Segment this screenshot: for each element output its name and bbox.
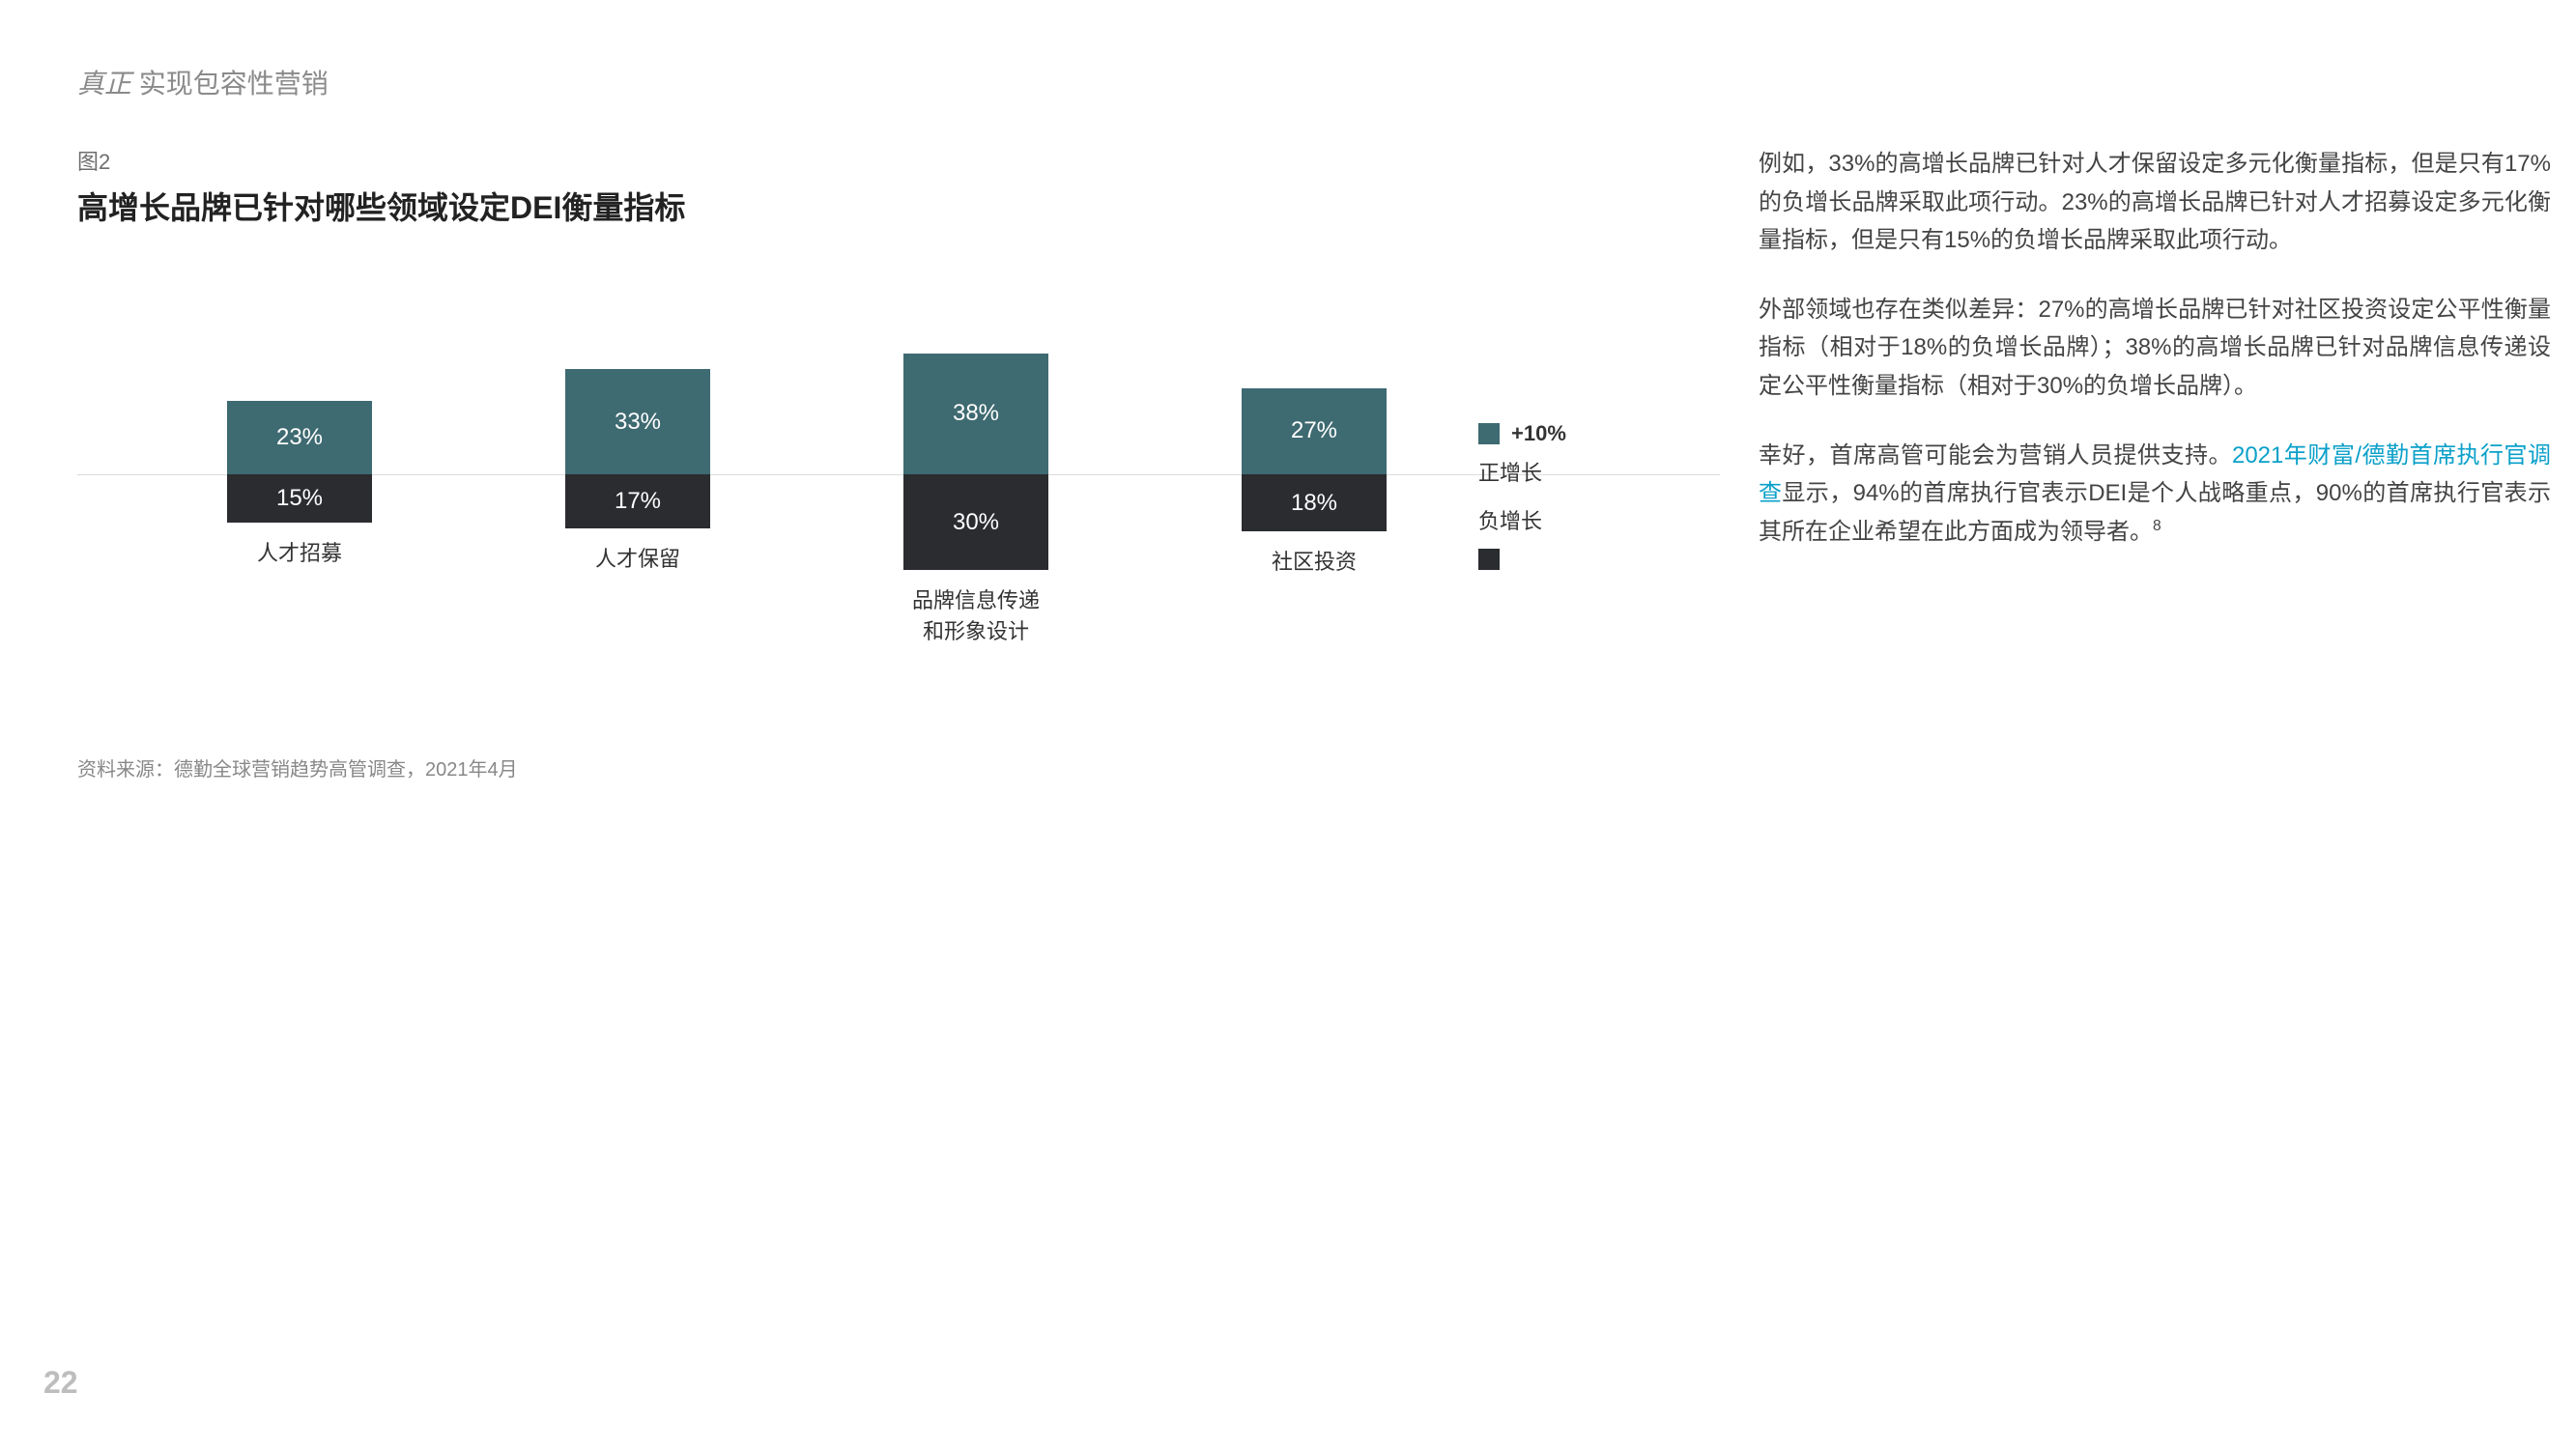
bar-negative: 18% xyxy=(1242,474,1387,531)
figure-source: 资料来源：德勤全球营销趋势高管调查，2021年4月 xyxy=(77,753,518,781)
category-label: 人才招募 xyxy=(193,536,406,567)
p3-prefix: 幸好，首席高管可能会为营销人员提供支持。 xyxy=(1759,442,2232,469)
bar-positive: 23% xyxy=(227,401,372,474)
category-label: 品牌信息传递和形象设计 xyxy=(870,583,1082,645)
header-italic: 真正 xyxy=(77,69,131,99)
figure-label: 图2 xyxy=(77,145,1739,176)
bar-negative: 15% xyxy=(227,474,372,523)
page-number: 22 xyxy=(43,1365,78,1401)
paragraph-1: 例如，33%的高增长品牌已针对人才保留设定多元化衡量指标，但是只有17%的负增长… xyxy=(1759,145,2551,260)
paragraph-2: 外部领域也存在类似差异：27%的高增长品牌已针对社区投资设定公平性衡量指标（相对… xyxy=(1759,291,2551,406)
bar-positive: 27% xyxy=(1242,388,1387,474)
legend-row-negative xyxy=(1478,549,1720,570)
legend-row-positive: +10% xyxy=(1478,421,1720,446)
legend-swatch-positive xyxy=(1478,423,1500,444)
footnote-ref: 8 xyxy=(2153,518,2161,534)
bar-positive: 38% xyxy=(903,354,1048,474)
chart-container: 23%15% 人才招募 33%17% 人才保留 38%30% 品牌信息传递和形象设计 27%… xyxy=(77,257,1739,759)
legend-label-negative: 负增长 xyxy=(1478,504,1720,535)
legend-label-positive: 正增长 xyxy=(1478,456,1720,487)
legend-delta: +10% xyxy=(1511,421,1566,446)
category-label: 社区投资 xyxy=(1208,545,1420,576)
body-text-column: 例如，33%的高增长品牌已针对人才保留设定多元化衡量指标，但是只有17%的负增长… xyxy=(1759,145,2551,582)
bar-negative: 30% xyxy=(903,474,1048,570)
bar-positive: 33% xyxy=(565,369,710,474)
category-label: 人才保留 xyxy=(531,542,744,573)
figure-column: 图2 高增长品牌已针对哪些领域设定DEI衡量指标 23%15% 人才招募 33%17… xyxy=(77,145,1739,759)
legend-swatch-negative xyxy=(1478,549,1500,570)
figure-title: 高增长品牌已针对哪些领域设定DEI衡量指标 xyxy=(77,184,1739,228)
chart-legend: +10% 正增长负增长 xyxy=(1478,421,1720,580)
chart-area: 23%15% 人才招募 33%17% 人才保留 38%30% 品牌信息传递和形象设计 27%… xyxy=(77,257,1449,740)
page-header: 真正 实现包容性营销 xyxy=(77,63,329,101)
p3-suffix: 显示，94%的首席执行官表示DEI是个人战略重点，90%的首席执行官表示其所在企… xyxy=(1759,480,2551,545)
paragraph-3: 幸好，首席高管可能会为营销人员提供支持。2021年财富/德勤首席执行官调查显示，… xyxy=(1759,437,2551,552)
bar-negative: 17% xyxy=(565,474,710,528)
header-rest: 实现包容性营销 xyxy=(131,69,329,99)
